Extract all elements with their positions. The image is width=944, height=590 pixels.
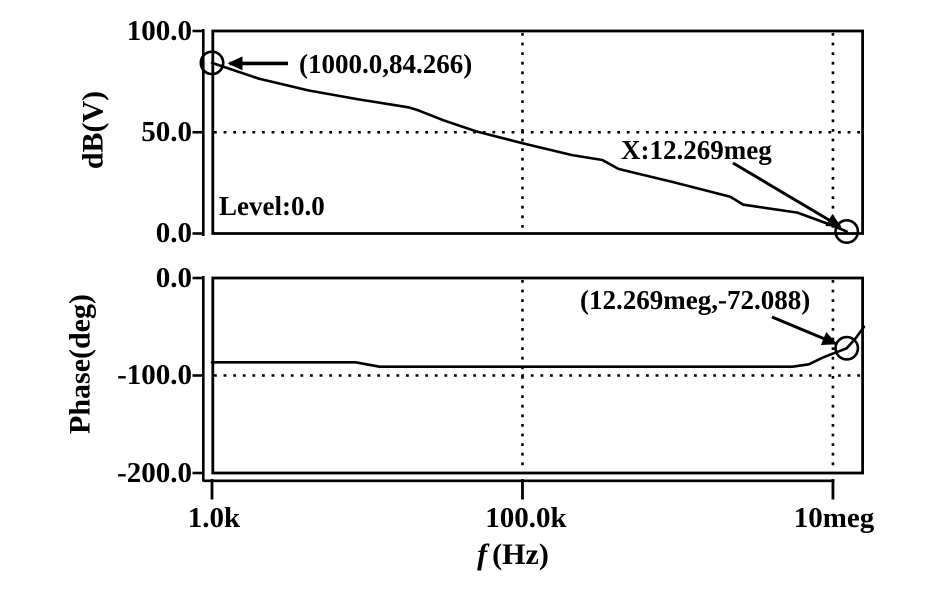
x-axis-unit: (Hz): [492, 538, 549, 571]
x-axis-title: f (Hz): [477, 538, 549, 571]
phase-ytick-0: 0.0: [155, 262, 192, 294]
xtick-1k: 1.0k: [187, 502, 241, 534]
crossover-pointer-arrow: [732, 161, 842, 228]
phase-cursor-marker: [834, 335, 860, 361]
level-annotation: Level:0.0: [219, 191, 325, 221]
xtick-100k: 100.0k: [485, 502, 567, 534]
cursor1-annotation: (1000.0,84.266): [299, 49, 473, 79]
mag-ytick-100: 100.0: [126, 15, 192, 47]
x-axis-symbol: f: [477, 538, 488, 571]
crossover-x-annotation: X:12.269meg: [621, 135, 772, 165]
phase-curve: [210, 325, 866, 369]
phase-cursor-pointer-arrow: [771, 315, 838, 345]
mag-cursor-marker: [834, 218, 860, 244]
phase-ytick-m200: -200.0: [117, 457, 192, 489]
mag-ytick-0: 0.0: [155, 217, 192, 249]
mag-cursor-marker: [199, 50, 225, 76]
mag-plot-frame: [211, 29, 864, 235]
phase-plot-frame: [211, 276, 864, 475]
mag-ytick-50: 50.0: [141, 116, 192, 148]
phase-axis-title: Phase(deg): [63, 294, 97, 434]
xtick-10meg: 10meg: [793, 502, 875, 534]
phase-cursor-annotation: (12.269meg,-72.088): [580, 285, 811, 315]
mag-curve: [210, 61, 849, 233]
mag-axis-title: dB(V): [76, 90, 110, 170]
phase-ytick-m100: -100.0: [117, 359, 192, 391]
